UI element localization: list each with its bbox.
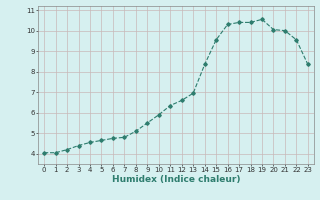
X-axis label: Humidex (Indice chaleur): Humidex (Indice chaleur)	[112, 175, 240, 184]
